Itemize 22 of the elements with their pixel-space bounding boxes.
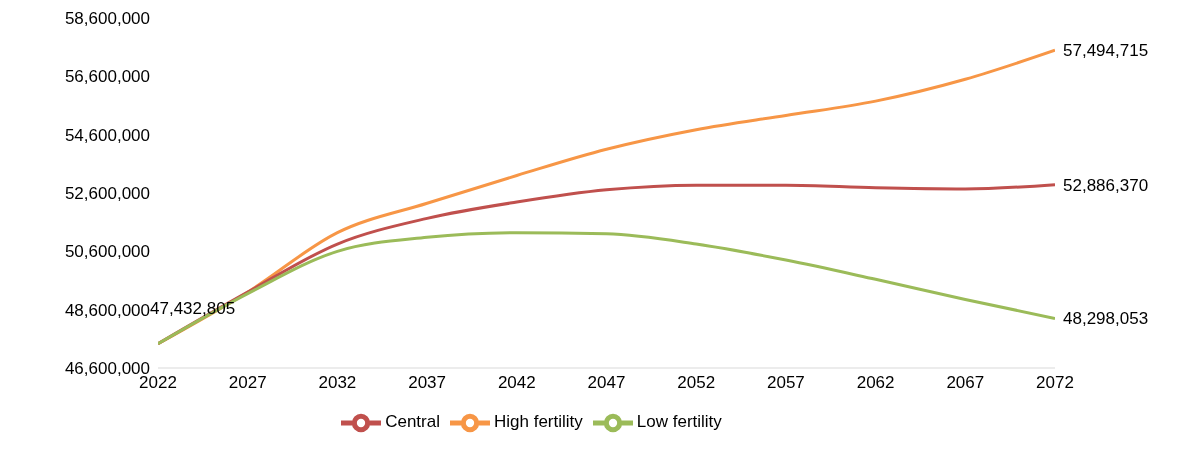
data-label: 52,886,370 [1063, 175, 1149, 195]
legend-label: Central [385, 412, 440, 432]
legend-label: Low fertility [636, 412, 722, 432]
y-tick-label: 56,600,000 [64, 67, 150, 87]
data-label: 48,298,053 [1063, 309, 1149, 329]
y-tick-label: 52,600,000 [64, 184, 150, 204]
x-tick-label: 2072 [1036, 373, 1074, 393]
data-label: 57,494,715 [1063, 41, 1149, 61]
x-tick-label: 2062 [856, 373, 895, 393]
y-tick-label: 50,600,000 [64, 242, 150, 262]
x-tick-label: 2032 [318, 373, 357, 393]
x-tick-label: 2037 [408, 373, 447, 393]
x-tick-label: 2057 [766, 373, 805, 393]
x-tick-label: 2042 [497, 373, 536, 393]
x-tick-label: 2047 [587, 373, 626, 393]
legend-label: High fertility [493, 412, 583, 432]
x-tick-label: 2027 [228, 373, 267, 393]
y-tick-label: 48,600,000 [64, 300, 150, 320]
y-tick-label: 54,600,000 [64, 125, 150, 145]
x-tick-label: 2067 [946, 373, 985, 393]
x-tick-label: 2052 [677, 373, 716, 393]
y-tick-label: 58,600,000 [64, 9, 150, 29]
